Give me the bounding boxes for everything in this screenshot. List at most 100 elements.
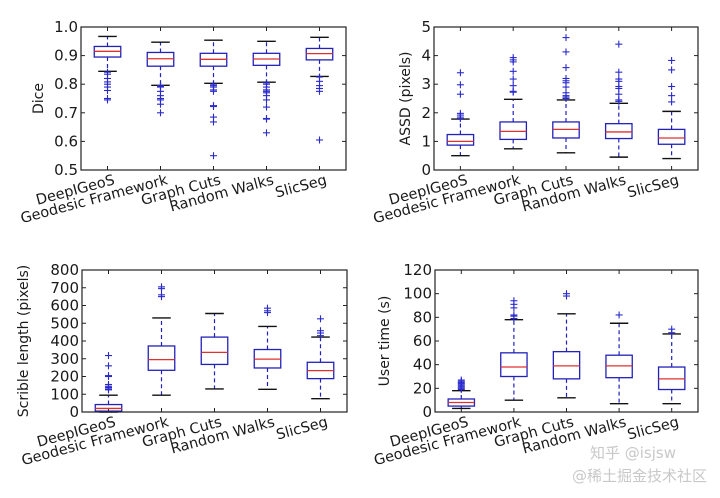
y-tick-label: 0 [69, 403, 79, 421]
box-random-walks [252, 40, 281, 137]
y-axis-label: User time (s) [377, 296, 393, 387]
y-tick-label: 0.8 [54, 75, 78, 93]
y-tick-label: 0.9 [54, 47, 78, 65]
outlier-point [562, 48, 570, 56]
iqr-box [147, 345, 176, 371]
outlier-point [104, 86, 111, 94]
iqr-box [499, 121, 528, 141]
outlier-point [615, 75, 623, 83]
outlier-point [456, 90, 464, 98]
box-graph-cuts [200, 312, 229, 390]
outlier-point [105, 362, 112, 370]
y-tick-label: 500 [50, 314, 79, 332]
box-graph-cuts [552, 34, 580, 154]
outlier-point [264, 304, 271, 312]
y-tick-label: 600 [50, 297, 79, 315]
outlier-point [105, 380, 112, 388]
y-axis-label: Dice [31, 83, 47, 114]
iqr-box [604, 123, 633, 140]
outlier-point [210, 103, 217, 111]
box-geodesic-framework [499, 54, 528, 150]
y-tick-label: 4 [421, 47, 431, 65]
outlier-point [668, 325, 676, 333]
outlier-point [615, 40, 623, 48]
box-random-walks [605, 311, 633, 405]
outlier-point [615, 68, 623, 76]
outlier-point [157, 109, 164, 117]
y-tick-label: 300 [50, 350, 79, 368]
y-tick-label: 1.0 [54, 18, 78, 36]
outlier-point [263, 96, 270, 104]
box-slicseg [657, 56, 686, 160]
box-graph-cuts [552, 290, 581, 399]
box-geodesic-framework [146, 41, 175, 117]
outlier-point [668, 56, 676, 64]
y-tick-label: 20 [413, 379, 432, 397]
box-geodesic-framework [147, 283, 176, 396]
y-axis-label: Scrible length (pixels) [16, 265, 32, 418]
outlier-point [457, 376, 465, 384]
box-random-walks [253, 304, 282, 390]
outlier-point [316, 136, 323, 144]
y-tick-label: 1 [421, 132, 431, 150]
iqr-box [657, 128, 686, 145]
outlier-point [158, 291, 165, 299]
box-slicseg [306, 315, 335, 400]
outlier-point [510, 311, 518, 319]
box-deepigeos [446, 69, 475, 157]
y-tick-label: 0.6 [54, 132, 78, 150]
y-tick-label: 40 [413, 356, 432, 374]
category-label: SlicSeg [626, 414, 681, 443]
plot-frame [434, 269, 699, 413]
outlier-point [456, 69, 464, 77]
box-deepigeos [447, 376, 476, 410]
y-tick-label: 0 [422, 403, 432, 421]
y-tick-label: 400 [50, 332, 79, 350]
outlier-point [456, 81, 464, 89]
outlier-point [510, 297, 518, 305]
outlier-point [668, 98, 676, 106]
outlier-point [668, 82, 676, 90]
outlier-point [263, 115, 270, 123]
outlier-point [210, 118, 217, 126]
iqr-box [500, 352, 528, 378]
plot-frame [80, 26, 347, 171]
category-label: SlicSeg [274, 172, 329, 201]
watermark-line-2: @稀土掘金技术社区 [572, 467, 707, 485]
box-random-walks [604, 40, 633, 158]
outlier-point [316, 87, 323, 95]
outlier-point [456, 109, 464, 117]
outlier-point [105, 372, 112, 380]
outlier-point [509, 82, 517, 90]
watermark-line-1: 知乎 @isjsw [590, 444, 676, 462]
outlier-point [105, 352, 112, 360]
outlier-point [509, 75, 517, 83]
y-tick-label: 120 [403, 261, 432, 279]
box-deepigeos [93, 35, 122, 104]
y-tick-label: 800 [50, 261, 79, 279]
y-axis-label: ASSD (pixels) [398, 52, 414, 146]
y-tick-label: 80 [413, 308, 432, 326]
y-tick-label: 700 [50, 279, 79, 297]
outlier-point [615, 311, 623, 319]
plot-frame [81, 269, 348, 413]
outlier-point [668, 66, 676, 74]
box-slicseg [305, 36, 334, 144]
outlier-point [562, 34, 570, 42]
outlier-point [263, 103, 270, 111]
category-label: SlicSeg [626, 172, 681, 201]
outlier-point [210, 152, 217, 160]
outlier-point [562, 64, 570, 72]
y-tick-label: 3 [421, 75, 431, 93]
y-tick-label: 5 [421, 18, 431, 36]
outlier-point [317, 327, 324, 335]
outlier-point [210, 87, 217, 95]
box-deepigeos [94, 352, 123, 413]
category-label: SlicSeg [275, 414, 330, 443]
outlier-point [562, 74, 570, 82]
outlier-point [263, 129, 270, 137]
outlier-point [509, 54, 517, 62]
iqr-box [446, 133, 475, 146]
plot-frame [433, 26, 699, 171]
